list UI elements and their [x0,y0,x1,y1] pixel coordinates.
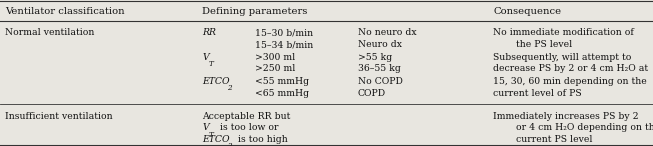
Text: current level of PS: current level of PS [493,89,582,98]
Text: Ventilator classification: Ventilator classification [5,7,125,16]
Text: T: T [209,131,214,139]
Text: Subsequently, will attempt to: Subsequently, will attempt to [493,53,631,62]
Text: 15–30 b/min: 15–30 b/min [255,28,313,38]
Text: V: V [202,53,209,62]
Text: 36–55 kg: 36–55 kg [358,64,401,73]
Text: COPD: COPD [358,89,386,98]
Text: >250 ml: >250 ml [255,64,295,73]
Text: RR: RR [202,28,216,38]
Text: >300 ml: >300 ml [255,53,295,62]
Text: is too high: is too high [235,135,288,144]
Text: current PS level: current PS level [516,135,592,144]
Text: >55 kg: >55 kg [358,53,392,62]
Text: <55 mmHg: <55 mmHg [255,77,309,86]
Text: T: T [209,60,214,68]
Text: Immediately increases PS by 2: Immediately increases PS by 2 [493,112,639,121]
Text: 15–34 b/min: 15–34 b/min [255,40,313,49]
Text: 2: 2 [227,84,232,92]
Text: is too low or: is too low or [217,123,278,132]
Text: ETCO: ETCO [202,77,230,86]
Text: No neuro dx: No neuro dx [358,28,417,38]
Text: 15, 30, 60 min depending on the: 15, 30, 60 min depending on the [493,77,646,86]
Text: Normal ventilation: Normal ventilation [5,28,95,38]
Text: No immediate modification of: No immediate modification of [493,28,634,38]
Text: or 4 cm H₂O depending on the: or 4 cm H₂O depending on the [516,123,653,132]
Text: No COPD: No COPD [358,77,403,86]
Text: <65 mmHg: <65 mmHg [255,89,309,98]
Text: 2: 2 [227,142,232,146]
Text: V: V [202,123,209,132]
Text: Insufficient ventilation: Insufficient ventilation [5,112,113,121]
Text: Neuro dx: Neuro dx [358,40,402,49]
Text: ETCO: ETCO [202,135,230,144]
Text: Consequence: Consequence [493,7,561,16]
Text: Defining parameters: Defining parameters [202,7,308,16]
Text: decrease PS by 2 or 4 cm H₂O at: decrease PS by 2 or 4 cm H₂O at [493,64,648,73]
Text: the PS level: the PS level [516,40,572,49]
Text: Acceptable RR but: Acceptable RR but [202,112,291,121]
